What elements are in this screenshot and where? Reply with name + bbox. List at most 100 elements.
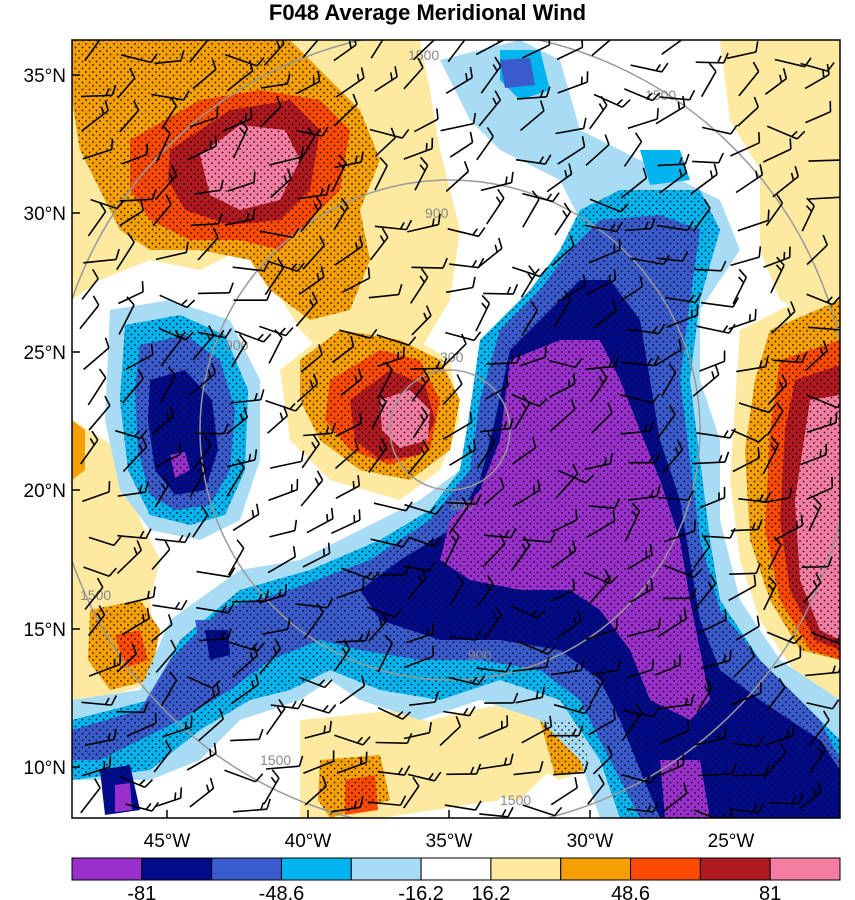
wind-barb xyxy=(738,402,777,414)
wind-barb xyxy=(333,40,357,62)
wind-barb xyxy=(187,676,221,689)
wind-barb xyxy=(726,41,759,60)
wind-barb xyxy=(270,168,292,199)
wind-barb xyxy=(550,777,578,806)
range-rings xyxy=(72,40,840,818)
wind-barb xyxy=(479,418,514,433)
wind-barb xyxy=(331,154,347,192)
wind-barb xyxy=(486,352,522,365)
wind-barb xyxy=(155,241,189,261)
wind-barb xyxy=(300,470,324,507)
wind-barb xyxy=(584,452,614,471)
wind-barb xyxy=(193,179,224,195)
wind-barb xyxy=(88,653,122,677)
wind-barb xyxy=(692,152,724,164)
wind-barb xyxy=(808,496,822,532)
wind-barb xyxy=(298,266,325,296)
wind-barb xyxy=(655,95,686,125)
wind-barb xyxy=(522,804,563,817)
wind-barb xyxy=(772,165,800,198)
wind-barb xyxy=(555,610,582,640)
wind-barb xyxy=(87,368,107,406)
wind-barb xyxy=(404,645,435,669)
wind-barb xyxy=(232,503,260,532)
colorbar-swatch xyxy=(699,857,771,881)
wind-barb xyxy=(763,742,787,779)
wind-barb xyxy=(368,283,403,299)
wind-barb xyxy=(79,295,100,330)
wind-barb xyxy=(377,765,411,776)
wind-barb xyxy=(771,301,796,335)
wind-barb xyxy=(403,137,434,160)
wind-barb xyxy=(197,328,232,339)
wind-barb xyxy=(224,53,265,67)
wind-barb xyxy=(730,132,761,157)
wind-barb xyxy=(806,412,838,434)
wind-barb xyxy=(303,750,335,774)
wind-barb xyxy=(197,227,219,261)
wind-barb xyxy=(377,346,405,368)
wind-barb xyxy=(192,58,217,90)
wind-barb xyxy=(657,153,690,167)
wind-barb xyxy=(806,699,840,710)
wind-barb xyxy=(479,806,514,818)
lat-tick-label: 35°N xyxy=(24,66,66,87)
wind-barb xyxy=(403,721,432,740)
wind-barb xyxy=(334,151,364,169)
map-title: F048 Average Meridional Wind xyxy=(268,0,587,25)
wind-barb xyxy=(591,659,621,676)
wind-barb xyxy=(654,338,682,367)
wind-barb xyxy=(263,769,280,805)
wind-barb xyxy=(808,710,830,747)
wind-barb xyxy=(80,778,101,814)
wind-barb xyxy=(197,282,234,295)
wind-barb xyxy=(551,540,577,569)
wind-barb xyxy=(226,458,245,498)
wind-barb xyxy=(621,773,659,784)
lon-tick-label: 25°W xyxy=(708,831,755,852)
wind-barb xyxy=(335,412,362,438)
wind-barb xyxy=(512,436,537,465)
wind-barb xyxy=(302,542,331,568)
colorbar-swatch xyxy=(71,857,143,881)
wind-barb xyxy=(585,269,617,296)
colorbar-swatch xyxy=(350,857,422,881)
wind-barb xyxy=(267,405,288,434)
wind-barb xyxy=(268,329,283,364)
wind-barb xyxy=(445,331,482,342)
wind-barb xyxy=(593,300,617,329)
colorbar-swatch xyxy=(630,857,701,881)
wind-barb xyxy=(444,800,482,811)
wind-barb xyxy=(408,536,442,548)
wind-barb xyxy=(234,330,272,343)
wind-barb xyxy=(585,618,618,641)
wind-barb xyxy=(774,514,804,541)
wind-barb xyxy=(410,268,429,304)
wind-barb xyxy=(623,132,643,167)
wind-barb xyxy=(486,188,505,225)
wind-barb xyxy=(233,289,272,302)
wind-barb xyxy=(161,96,178,130)
wind-barb xyxy=(339,328,378,339)
wind-barb xyxy=(264,258,285,296)
wind-barb xyxy=(511,605,546,619)
wind-barb xyxy=(259,96,282,128)
wind-barb xyxy=(696,428,737,439)
wind-barb xyxy=(623,88,661,102)
wind-barb xyxy=(663,520,696,543)
lon-tick-label: 30°W xyxy=(567,831,614,852)
wind-barb xyxy=(690,163,718,195)
wind-barb xyxy=(83,337,110,371)
wind-barb xyxy=(154,50,185,65)
wind-barb xyxy=(302,40,326,58)
wind-barb xyxy=(156,125,171,162)
wind-barb xyxy=(230,673,260,705)
wind-barb xyxy=(117,481,149,497)
ring-label-300-bottom: 300 xyxy=(450,497,474,513)
wind-barb xyxy=(374,127,397,157)
wind-barb xyxy=(766,631,803,645)
wind-barb xyxy=(403,776,420,809)
wind-barb xyxy=(224,769,264,783)
wind-barb xyxy=(154,475,170,508)
wind-barb xyxy=(158,327,194,341)
